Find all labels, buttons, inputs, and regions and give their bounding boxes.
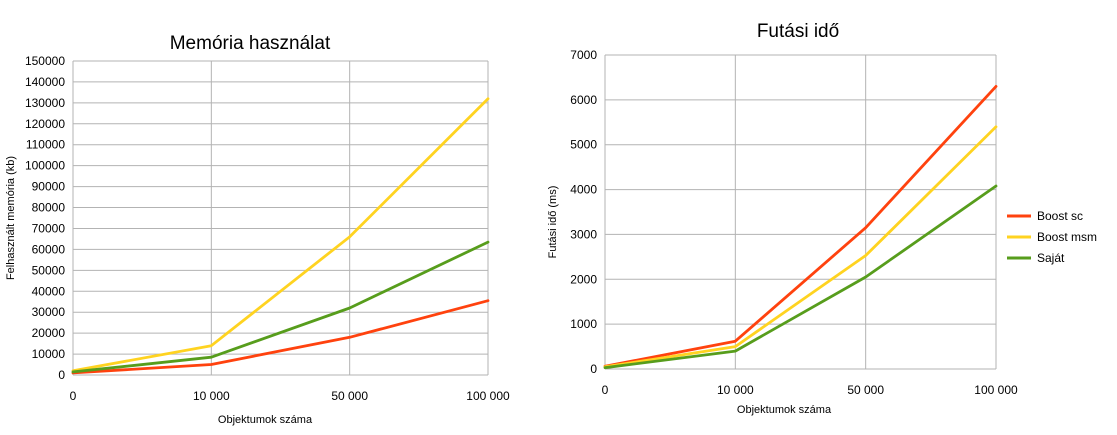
y-tick-label: 130000	[25, 96, 65, 110]
series-line-3	[603, 184, 998, 370]
legend: Boost sc Boost msm Saját	[1007, 209, 1097, 265]
legend-label: Boost sc	[1037, 209, 1083, 223]
y-tick-label: 3000	[570, 227, 597, 241]
y-tick-label: 0	[590, 362, 597, 376]
chart-title: Futási idő	[757, 21, 839, 42]
y-tick-label: 4000	[570, 183, 597, 197]
y-tick-label: 100000	[25, 159, 65, 173]
chart-title: Memória használat	[170, 33, 331, 54]
y-tick-label: 90000	[32, 180, 66, 194]
x-tick-label: 100 000	[974, 383, 1018, 397]
y-tick-label: 1000	[570, 317, 597, 331]
legend-label: Boost msm	[1037, 230, 1097, 244]
y-tick-label: 5000	[570, 138, 597, 152]
y-axis-label: Futási idő (ms)	[547, 186, 559, 259]
y-tick-label: 80000	[32, 201, 66, 215]
series-line-2	[71, 97, 490, 373]
y-tick-label: 7000	[570, 48, 597, 62]
y-tick-label: 20000	[32, 326, 66, 340]
x-tick-label: 10 000	[193, 389, 230, 403]
x-tick-label: 10 000	[717, 383, 754, 397]
x-tick-label: 50 000	[331, 389, 368, 403]
y-tick-label: 110000	[26, 138, 65, 152]
y-axis-label: Felhasznált memória (kb)	[5, 156, 17, 280]
y-tick-label: 0	[58, 368, 65, 382]
y-tick-label: 2000	[570, 272, 597, 286]
y-tick-label: 120000	[25, 117, 65, 131]
x-tick-label: 0	[70, 389, 77, 403]
y-tick-label: 10000	[32, 347, 66, 361]
chart-1: 0 10000 20000 30000 40000 50000 60000 70000 8000…	[5, 33, 510, 426]
series-line-1	[71, 299, 490, 375]
y-tick-label: 50000	[32, 263, 66, 277]
legend-label: Saját	[1037, 251, 1065, 265]
y-tick-label: 150000	[25, 54, 65, 68]
y-tick-label: 140000	[25, 75, 65, 89]
x-tick-label: 100 000	[466, 389, 510, 403]
series-line-1	[603, 85, 998, 368]
series-line-2	[603, 125, 998, 369]
y-tick-label: 40000	[32, 284, 66, 298]
series-line-3	[71, 240, 490, 374]
x-tick-label: 0	[602, 383, 609, 397]
x-axis-label: Objektumok száma	[737, 404, 832, 416]
y-tick-label: 70000	[32, 221, 66, 235]
x-tick-label: 50 000	[847, 383, 884, 397]
y-tick-label: 6000	[570, 93, 597, 107]
y-tick-label: 60000	[32, 242, 66, 256]
chart-2: 0 1000 2000 3000 4000 5000 6000 7000 0 10 000 50 0…	[547, 21, 1097, 416]
y-tick-label: 30000	[32, 305, 66, 319]
x-axis-label: Objektumok száma	[218, 414, 313, 426]
